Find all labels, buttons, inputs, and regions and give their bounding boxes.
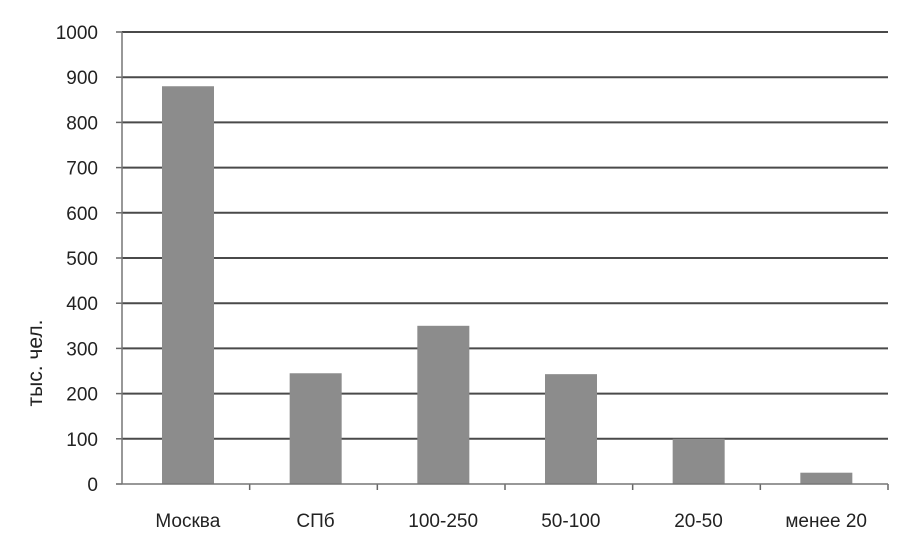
bar-1 bbox=[162, 86, 214, 485]
x-tick-label: менее 20 bbox=[785, 511, 867, 532]
bars bbox=[162, 86, 853, 485]
bar-4 bbox=[545, 374, 597, 484]
gridlines bbox=[122, 31, 888, 440]
y-axis-title: тыс. чел. bbox=[24, 320, 47, 407]
y-tick-label: 900 bbox=[66, 68, 98, 89]
bar-2 bbox=[289, 373, 342, 484]
x-tick-label: СПб bbox=[296, 511, 334, 532]
y-tick-labels: 0 100 200 300 400 500 600 700 800 900 1000 bbox=[56, 23, 122, 496]
bar-6 bbox=[800, 472, 853, 484]
y-tick-label: 800 bbox=[66, 113, 98, 134]
x-tick-labels: Москва СПб 100-250 50-100 20-50 менее 20 bbox=[155, 484, 889, 532]
x-tick-label: 50-100 bbox=[541, 511, 600, 532]
y-tick-label: 500 bbox=[66, 249, 98, 270]
y-tick-label: 0 bbox=[87, 475, 98, 496]
y-tick-label: 300 bbox=[66, 339, 98, 360]
x-tick-label: Москва bbox=[155, 511, 220, 532]
bar-5 bbox=[672, 438, 725, 484]
y-tick-label: 600 bbox=[66, 204, 98, 225]
y-tick-label: 700 bbox=[66, 159, 98, 180]
y-tick-label: 400 bbox=[66, 294, 98, 315]
y-tick-label: 200 bbox=[66, 385, 98, 406]
x-tick-label: 100-250 bbox=[408, 511, 478, 532]
y-tick-label: 100 bbox=[66, 430, 98, 451]
y-tick-label: 1000 bbox=[56, 23, 98, 44]
bar-3 bbox=[417, 325, 470, 484]
x-tick-label: 20-50 bbox=[674, 511, 723, 532]
